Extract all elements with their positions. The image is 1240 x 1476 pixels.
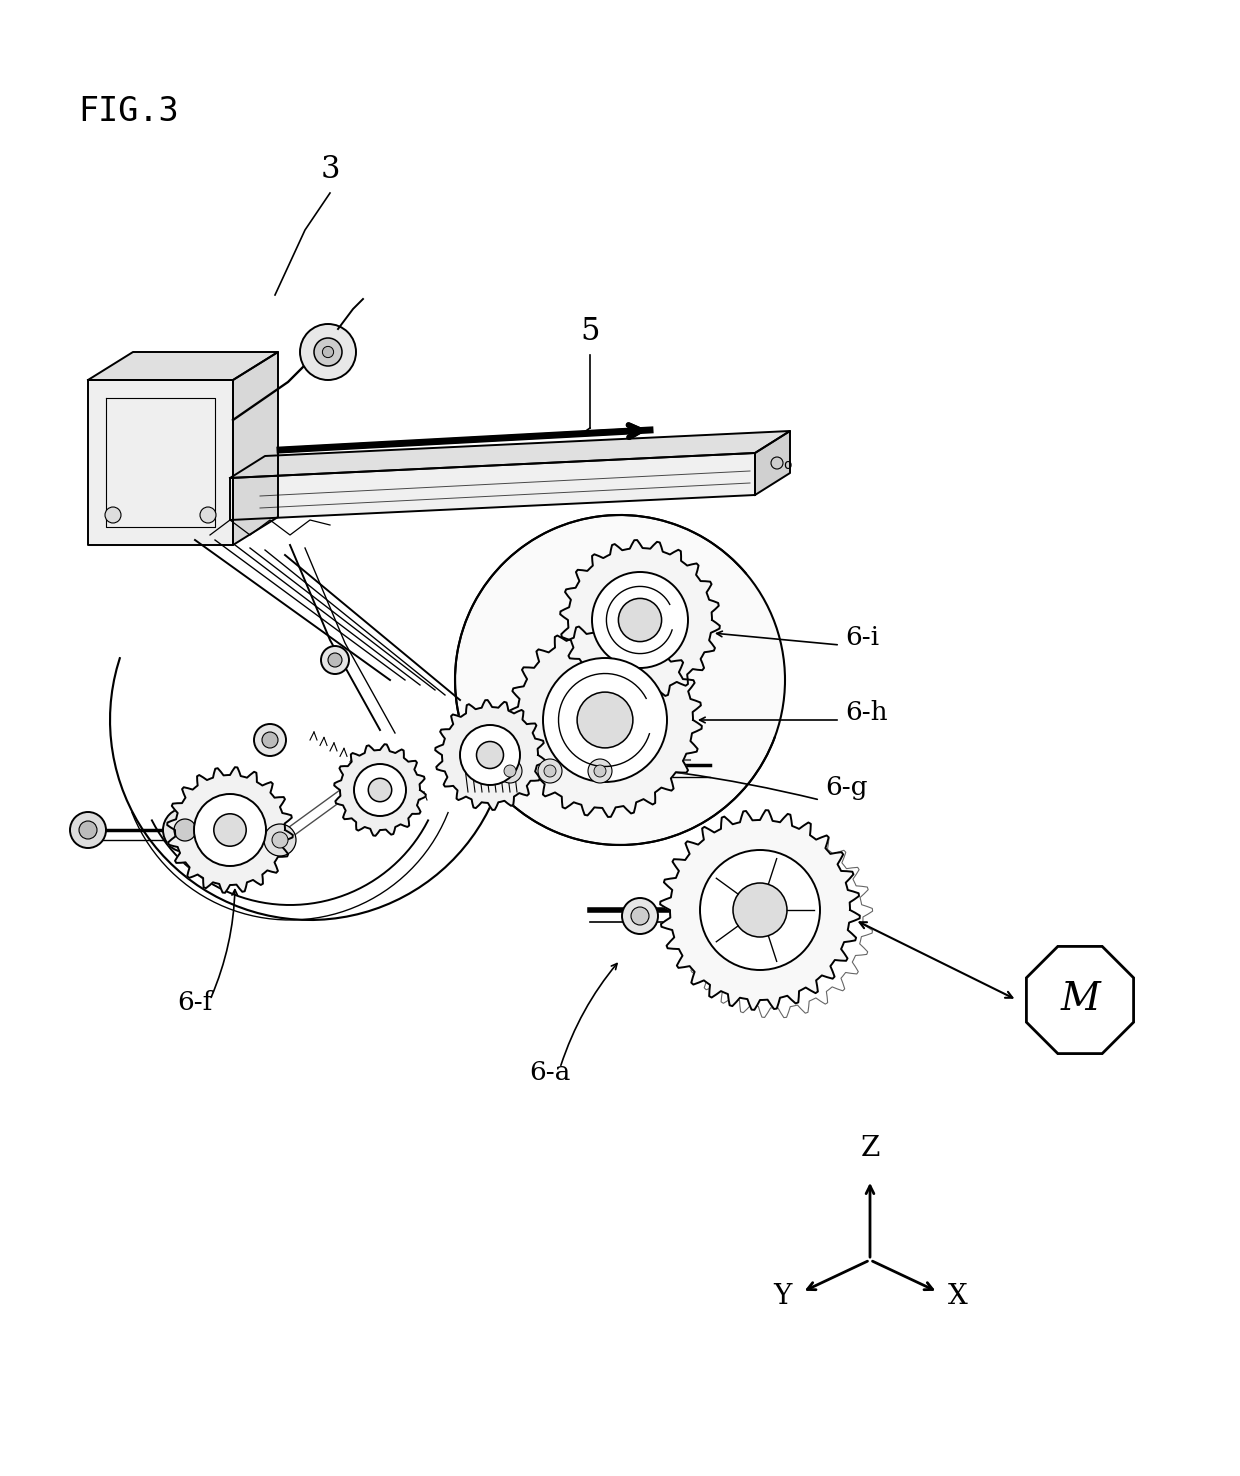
Circle shape (476, 741, 503, 769)
Circle shape (771, 458, 782, 469)
Polygon shape (1027, 946, 1133, 1054)
Circle shape (353, 765, 405, 816)
Polygon shape (167, 768, 293, 893)
Circle shape (544, 765, 556, 776)
Circle shape (538, 759, 562, 782)
Circle shape (368, 778, 392, 801)
Circle shape (79, 821, 97, 838)
Circle shape (543, 658, 667, 782)
Polygon shape (660, 810, 859, 1010)
Circle shape (322, 347, 334, 357)
Text: 6-i: 6-i (844, 624, 879, 649)
Text: X: X (949, 1284, 968, 1311)
Circle shape (455, 515, 785, 844)
Polygon shape (233, 351, 278, 545)
Circle shape (631, 906, 649, 925)
Circle shape (591, 573, 688, 669)
Circle shape (254, 725, 286, 756)
Circle shape (69, 812, 105, 849)
Circle shape (213, 813, 247, 846)
Polygon shape (229, 431, 790, 478)
Text: 3: 3 (320, 154, 340, 184)
Circle shape (619, 598, 662, 642)
Circle shape (329, 652, 342, 667)
Polygon shape (335, 744, 425, 835)
Text: o: o (782, 458, 791, 472)
Polygon shape (88, 351, 278, 379)
Circle shape (193, 794, 267, 866)
Text: Z: Z (861, 1135, 879, 1162)
Polygon shape (435, 700, 544, 810)
Text: M: M (1060, 982, 1100, 1018)
Circle shape (498, 759, 522, 782)
Circle shape (503, 765, 516, 776)
Text: Y: Y (773, 1284, 791, 1311)
Polygon shape (560, 540, 719, 700)
Circle shape (200, 506, 216, 523)
Circle shape (321, 646, 348, 675)
Circle shape (264, 824, 296, 856)
Text: 6-f: 6-f (177, 990, 213, 1015)
Text: 5: 5 (580, 316, 600, 347)
Text: 6-a: 6-a (529, 1060, 570, 1085)
Circle shape (262, 732, 278, 748)
Circle shape (314, 338, 342, 366)
Circle shape (460, 725, 520, 785)
Circle shape (701, 850, 820, 970)
Circle shape (577, 692, 632, 748)
Polygon shape (755, 431, 790, 494)
Polygon shape (88, 379, 233, 545)
Text: FIG.3: FIG.3 (78, 94, 179, 128)
Circle shape (105, 506, 122, 523)
Text: 6-h: 6-h (844, 700, 888, 725)
Polygon shape (508, 623, 702, 816)
Circle shape (272, 832, 288, 849)
Circle shape (588, 759, 613, 782)
Circle shape (174, 819, 196, 841)
Polygon shape (229, 453, 755, 520)
Circle shape (594, 765, 606, 776)
Circle shape (162, 807, 207, 852)
Circle shape (622, 897, 658, 934)
Circle shape (733, 883, 787, 937)
Text: 6-g: 6-g (825, 775, 868, 800)
Circle shape (300, 325, 356, 379)
